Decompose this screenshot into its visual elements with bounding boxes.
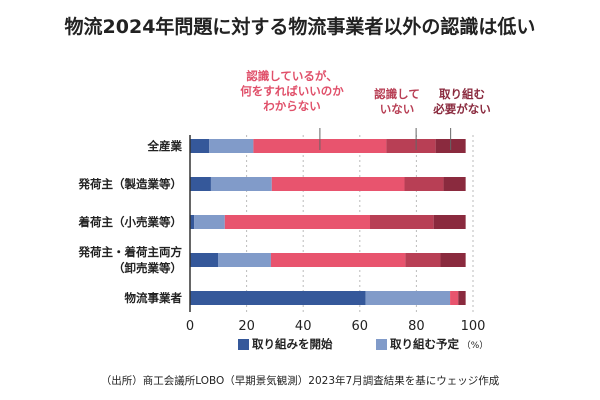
bar-segment [190,139,210,153]
bar-segment [405,253,441,267]
bar-segment [190,215,195,229]
bar-segment [365,291,451,305]
bar-segment [209,139,254,153]
annotation-line: 何をすればいいのか [240,84,344,98]
category-label: 物流事業者 [125,291,183,305]
bar-segment [271,177,405,191]
source-note: （出所）商工会議所LOBO（早期景気観測）2023年7月調査結果を基にウェッジ作… [100,375,500,387]
annotation-line: 認識して [374,87,420,101]
bar-segment [433,215,466,229]
annotation-unaware: 認識して いない [362,87,432,117]
annotation-line: 必要がない [433,102,491,116]
bar-segment [386,139,436,153]
category-label: 全産業 [147,139,183,153]
x-tick-label: 100 [461,319,486,334]
bar-segment [270,253,406,267]
x-tick-label: 60 [352,319,369,334]
bar-segment [450,291,459,305]
legend-swatch [238,339,249,350]
chart-title: 物流2024年問題に対する物流事業者以外の認識は低い [64,16,536,38]
bar-segment [190,291,366,305]
category-label: （卸売業等） [113,261,182,275]
x-tick-label: 80 [408,319,425,334]
annotation-unsure: 認識しているが、 何をすればいいのか わからない [222,69,362,114]
bar-segment [190,253,219,267]
bar-segment [190,177,211,191]
annotation-line: 取り組む [439,87,485,101]
bar-segment [404,177,444,191]
legend-swatch [376,339,387,350]
bar-segment [194,215,225,229]
category-label: 発荷主・着荷主両方 [78,245,183,259]
bar-segment [218,253,271,267]
annotation-line: わからない [263,99,321,113]
x-tick-label: 40 [295,319,312,334]
bar-segment [440,253,466,267]
bar-segment [210,177,272,191]
bar-segment [369,215,434,229]
x-tick-label: 0 [186,319,194,334]
annotation-line: 認識しているが、 [246,69,338,83]
bar-segment [443,177,466,191]
annotation-line: いない [379,102,415,116]
legend-label: 取り組む予定 [390,337,459,351]
bar-segment [224,215,370,229]
x-tick-label: 20 [238,319,255,334]
category-label: 発荷主（製造業等） [78,177,183,191]
category-label: 着荷主（小売業等） [78,215,183,229]
annotation-unnecessary: 取り組む 必要がない [424,87,500,117]
bar-segment [458,291,466,305]
x-unit-label: （%） [462,340,489,351]
legend-label: 取り組みを開始 [252,337,333,351]
